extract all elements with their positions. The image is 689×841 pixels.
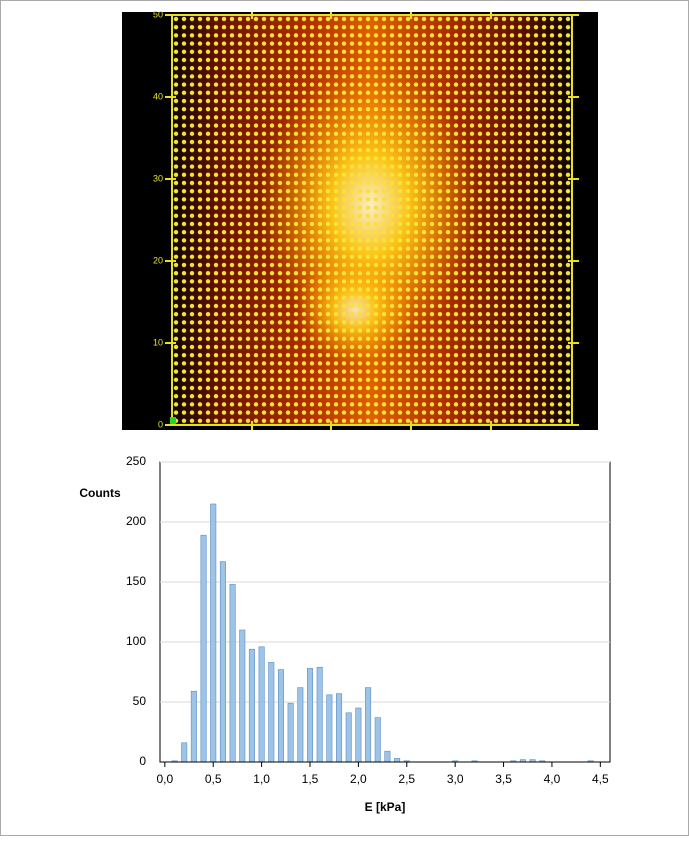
x-tick-label: 0,0 — [156, 772, 173, 786]
bar — [229, 584, 236, 763]
plot-border — [159, 461, 611, 763]
y-tick-label: 50 — [153, 9, 163, 19]
x-tick-label: 2,0 — [350, 772, 367, 786]
y-tick-label: 200 — [126, 514, 146, 528]
bar — [306, 668, 314, 763]
x-tick-label: 4,5 — [592, 772, 609, 786]
x-tick-label: 3,0 — [447, 772, 464, 786]
y-tick-label: 40 — [153, 91, 163, 101]
bar — [374, 717, 381, 763]
y-tick-label: 50 — [133, 694, 147, 708]
x-tick-label: 3,5 — [495, 772, 512, 786]
heatmap-border — [171, 14, 573, 426]
bar — [326, 694, 333, 763]
y-tick-label: 10 — [153, 337, 163, 347]
heatmap — [172, 15, 572, 425]
x-tick-label: 0,5 — [205, 772, 222, 786]
y-tick-label: 100 — [126, 634, 146, 648]
bar — [297, 687, 304, 763]
bar — [181, 742, 188, 763]
bar — [258, 646, 265, 763]
x-tick-label: 2,5 — [398, 772, 415, 786]
bar — [190, 690, 197, 763]
y-axis-title: Counts — [79, 486, 121, 500]
y-tick-label: 20 — [153, 255, 163, 265]
bar — [210, 503, 217, 763]
bar — [384, 750, 391, 763]
origin-marker — [170, 417, 176, 425]
bar — [219, 561, 226, 763]
bar — [394, 758, 401, 763]
bar — [287, 702, 294, 763]
bar — [355, 707, 362, 763]
y-tick-label: 0 — [139, 754, 146, 768]
bar — [336, 693, 343, 763]
x-axis-title: E [kPa] — [365, 800, 406, 814]
bar — [268, 662, 275, 763]
y-tick-label: 250 — [126, 454, 146, 468]
x-tick-label: 4,0 — [544, 772, 561, 786]
y-tick-label: 30 — [153, 173, 163, 183]
bar — [345, 712, 352, 763]
bar — [316, 666, 323, 763]
y-tick-label: 0 — [158, 419, 163, 429]
bar — [248, 648, 255, 763]
y-tick-label: 150 — [126, 574, 146, 588]
x-tick-label: 1,0 — [253, 772, 270, 786]
bar — [239, 629, 246, 763]
bar — [365, 687, 372, 763]
bar — [200, 534, 207, 763]
bar — [277, 669, 284, 763]
x-tick-label: 1,5 — [302, 772, 319, 786]
heatmap-x-ticks — [251, 12, 492, 430]
